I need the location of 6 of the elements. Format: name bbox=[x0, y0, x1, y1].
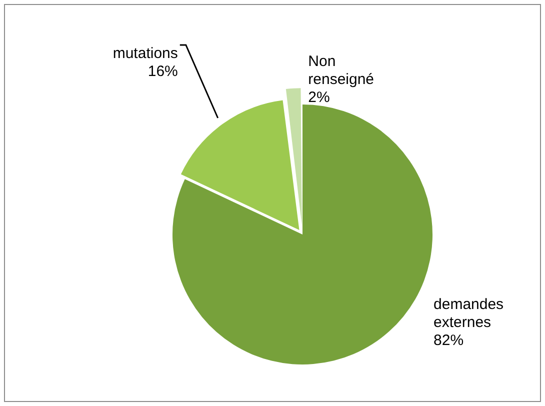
data-label: 2% bbox=[308, 88, 330, 106]
data-label: 16% bbox=[148, 63, 178, 80]
data-label: 82% bbox=[434, 332, 464, 349]
slice-label: demandes externes bbox=[434, 296, 504, 331]
slice-label: mutations bbox=[112, 45, 178, 62]
slice-label: Non renseigné bbox=[308, 52, 374, 88]
